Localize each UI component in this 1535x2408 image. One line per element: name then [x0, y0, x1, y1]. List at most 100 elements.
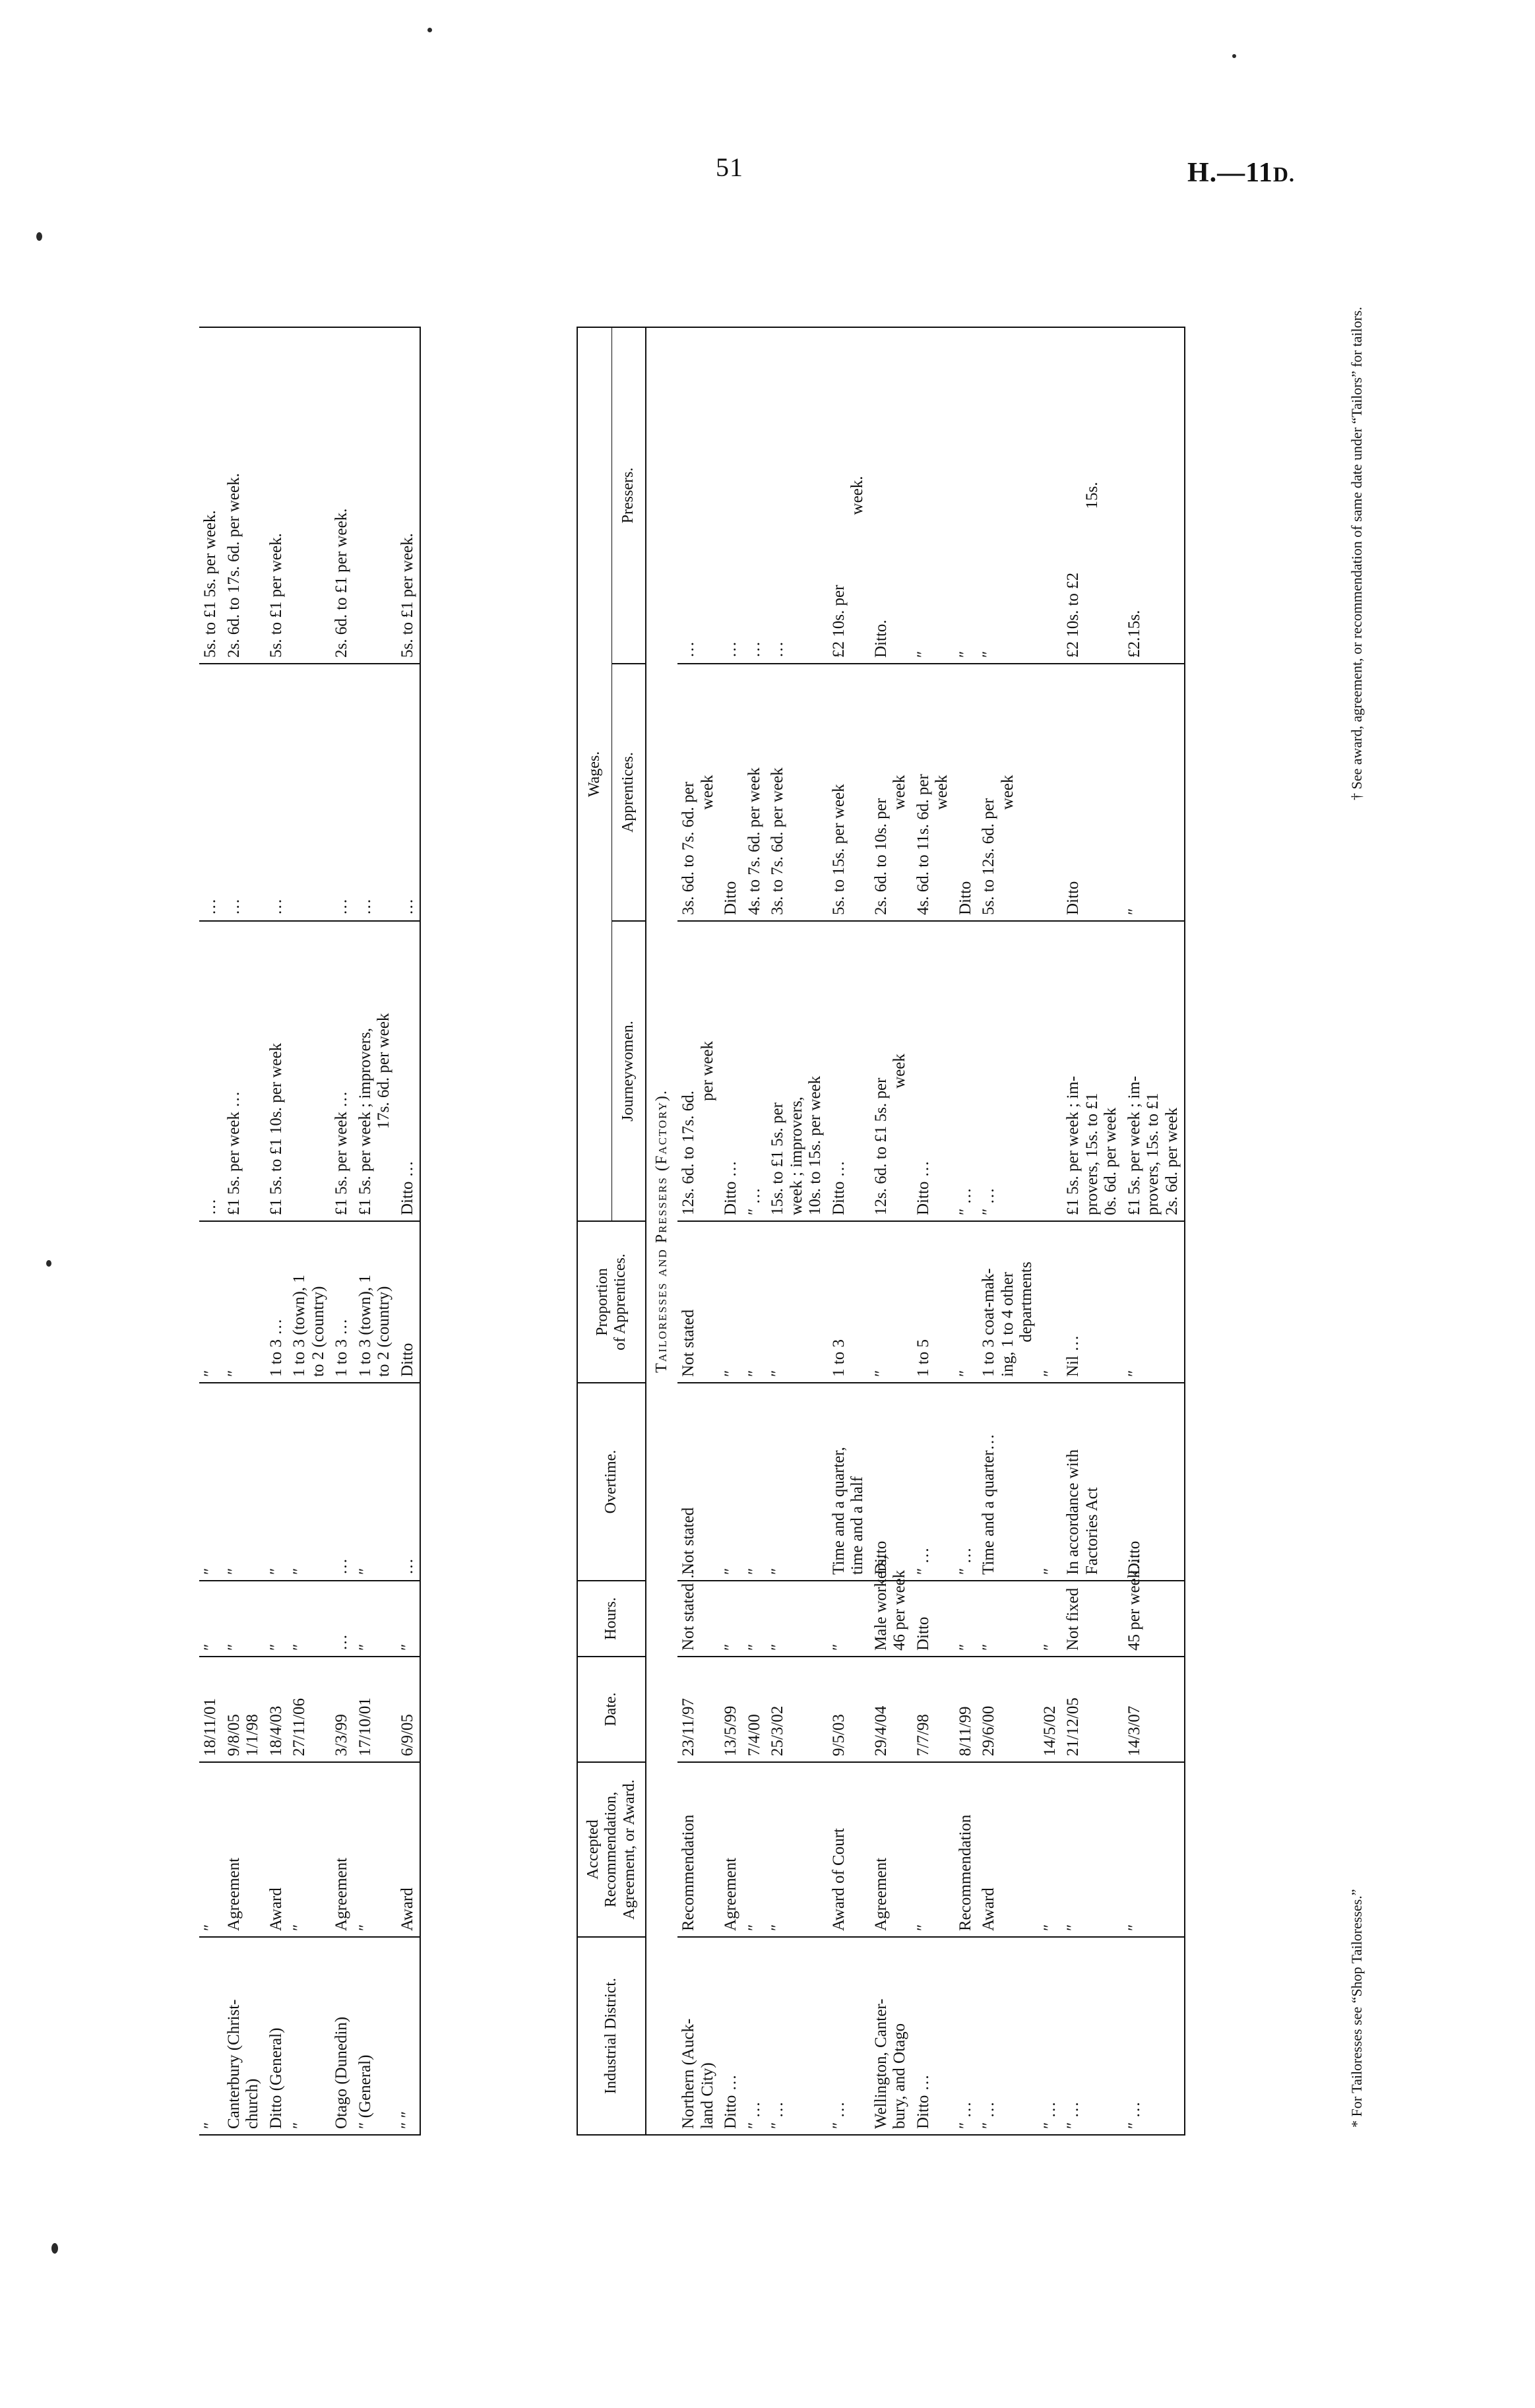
overtime-line-1: Time and a quarter,: [829, 1447, 848, 1575]
cell-district: ″ …: [977, 1937, 1039, 2135]
cell-journeywomen: ″ …: [954, 921, 978, 1221]
cell-pressers: £2 10s. per week.: [827, 327, 870, 664]
footnote-left: * For Tailoresses see “Shop Tailoresses.…: [1348, 1889, 1365, 2128]
apprentices-line-1: 5s. to 12s. 6d. per: [979, 798, 997, 915]
cell-accepted: ″: [288, 1762, 330, 1937]
cell-hours: ″: [977, 1581, 1039, 1657]
proportion-line-2: to 2 (country): [309, 1286, 327, 1377]
cell-apprentices: 2s. 6d. to 10s. per week: [869, 664, 912, 921]
section-title: Tailoresses and Pressers (Factory).: [645, 327, 677, 2135]
table-row: Ditto … Agreement 13/5/99 ″ ″ ″ Ditto … …: [719, 327, 743, 2135]
cell-apprentices: …: [265, 664, 288, 921]
cell-hours: ″: [827, 1581, 870, 1657]
cell-district: ″ …: [1123, 1937, 1185, 2135]
cell-journeywomen: 12s. 6d. to 17s. 6d. per week: [677, 921, 720, 1221]
cell-pressers: 5s. to £1 per week.: [396, 327, 420, 664]
table-row: ″ … ″ 21/12/05 Not fixed In accordance w…: [1061, 327, 1123, 2135]
cell-journeywomen: [288, 921, 330, 1221]
col-header-industrial-district: Industrial District.: [577, 1937, 646, 2135]
scan-speck: [46, 1260, 51, 1267]
cell-proportion: Ditto: [396, 1221, 420, 1383]
proportion-header-line-1: Proportion: [593, 1268, 611, 1336]
col-header-wages-group: Wages.: [577, 327, 611, 1221]
cell-hours: ″: [288, 1581, 330, 1657]
cell-accepted: Recommendation: [954, 1762, 978, 1937]
cell-proportion: ″: [766, 1221, 828, 1383]
cell-proportion: ″: [719, 1221, 743, 1383]
cell-date: 18/11/01: [199, 1657, 222, 1762]
cell-district: ″ ″: [396, 1937, 420, 2135]
table-row: Ditto (General) Award 18/4/03 ″ ″ 1 to 3…: [265, 327, 288, 2135]
overtime-line-1: In accordance with: [1063, 1449, 1082, 1575]
journeywomen-line-2: per week: [698, 1041, 716, 1101]
cell-apprentices: Ditto: [954, 664, 978, 921]
district-line-1: Wellington, Canter-: [871, 1998, 890, 2129]
cell-date: 14/3/07: [1123, 1657, 1185, 1762]
journeywomen-line-2: provers, 15s. to £1: [1082, 1093, 1101, 1215]
cell-hours: ″: [719, 1581, 743, 1657]
cell-hours: Ditto: [912, 1581, 955, 1657]
cell-district: Canterbury (Christ- church): [222, 1937, 265, 2135]
cell-proportion: ″: [222, 1221, 265, 1383]
cell-pressers: …: [743, 327, 767, 664]
cell-date: 21/12/05: [1061, 1657, 1123, 1762]
cell-hours: ″: [354, 1581, 396, 1657]
district-line-2: land City): [698, 2062, 716, 2129]
col-header-accepted: Accepted Recommendation, Agreement, or A…: [577, 1762, 646, 1937]
journeywomen-line-1: £1 5s. per week ; im-: [1063, 1075, 1082, 1215]
cell-accepted: ″: [766, 1762, 828, 1937]
cell-overtime: ″: [743, 1383, 767, 1581]
pressers-line-2: 15s.: [1082, 482, 1101, 509]
cell-pressers: …: [677, 327, 720, 664]
cell-date: 29/4/04: [869, 1657, 912, 1762]
cell-hours: Male workers, 46 per week: [869, 1556, 912, 1657]
journeywomen-line-2: provers, 15s. to £1: [1143, 1093, 1162, 1215]
cell-apprentices: 4s. to 7s. 6d. per week: [743, 664, 767, 921]
journeywomen-line-1: 12s. 6d. to 17s. 6d.: [679, 1091, 697, 1215]
cell-apprentices: …: [199, 664, 222, 921]
apprentices-line-1: 3s. 6d. to 7s. 6d. per: [679, 781, 697, 915]
cell-date: 14/5/02: [1038, 1657, 1062, 1762]
cell-proportion: 1 to 3 (town), 1 to 2 (country): [288, 1221, 330, 1383]
col-header-date: Date.: [577, 1657, 646, 1762]
cell-pressers: 5s. to £1 5s. per week.: [199, 327, 222, 664]
cell-pressers: ″: [954, 327, 978, 664]
journeywomen-line-1: £1 5s. per week ; improvers,: [356, 1028, 373, 1215]
proportion-line-2: ing, 1 to 4 other: [998, 1271, 1017, 1377]
apprentices-line-2: week: [890, 775, 908, 810]
cell-proportion: ″: [954, 1221, 978, 1383]
cell-overtime: ″: [265, 1383, 288, 1581]
date-line-2: 1/1/98: [243, 1714, 261, 1756]
table-row: ″ … ″ 14/3/07 45 per week… Ditto ″ £1 5s…: [1123, 327, 1185, 2135]
district-line-2: bury, and Otago: [890, 2023, 908, 2129]
cell-pressers: [288, 327, 330, 664]
cell-district: ″ …: [743, 1937, 767, 2135]
cell-accepted: Agreement: [869, 1762, 912, 1937]
table-row: Northern (Auck- land City) Recommendatio…: [677, 327, 720, 2135]
cell-pressers: ″: [977, 327, 1039, 664]
scan-speck: [427, 28, 432, 32]
cell-journeywomen: …: [199, 921, 222, 1221]
cell-date: 3/3/99: [330, 1657, 354, 1762]
cell-accepted: ″: [199, 1762, 222, 1937]
table-row: ″ … Recommendation 8/11/99 ″ ″ … ″ ″ … D…: [954, 327, 978, 2135]
header-row-top: Industrial District. Accepted Recommenda…: [577, 327, 646, 2135]
overtime-line-2: time and a half: [848, 1476, 866, 1575]
col-header-journeywomen: Journeywomen.: [611, 921, 646, 1221]
cell-journeywomen: £1 5s. per week …: [222, 921, 265, 1221]
table-row: ″ ″ 27/11/06 ″ ″ 1 to 3 (town), 1 to 2 (…: [288, 327, 330, 2135]
district-line-1: Northern (Auck-: [679, 2018, 697, 2129]
cell-apprentices: …: [354, 664, 396, 921]
journeywomen-line-1: 12s. 6d. to £1 5s. per: [871, 1077, 890, 1215]
col-header-overtime: Overtime.: [577, 1383, 646, 1581]
cell-proportion: Not stated: [677, 1221, 720, 1383]
cell-apprentices: Ditto: [1061, 664, 1123, 921]
table-row: Otago (Dunedin) Agreement 3/3/99 … … 1 t…: [330, 327, 354, 2135]
journeywomen-line-2: week ; improvers,: [787, 1096, 805, 1215]
cell-journeywomen: £1 5s. per week ; im- provers, 15s. to £…: [1123, 921, 1185, 1221]
cell-date: 7/7/98: [912, 1657, 955, 1762]
cell-district: ″: [199, 1937, 222, 2135]
cell-district: Wellington, Canter- bury, and Otago: [869, 1937, 912, 2135]
cell-overtime: ″: [222, 1383, 265, 1581]
cell-pressers: [1038, 327, 1062, 664]
